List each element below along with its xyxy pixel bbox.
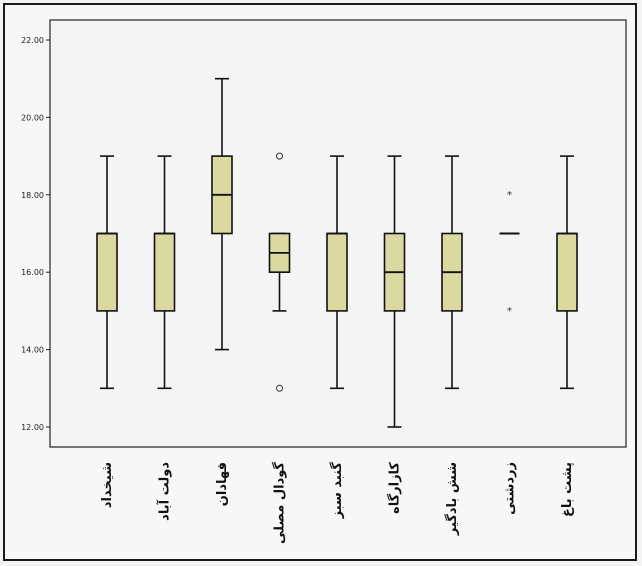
x-category-label: گنبد سبز: [329, 462, 345, 520]
outlier-point: *: [507, 190, 512, 201]
x-category-label: کازارگاه: [387, 462, 403, 514]
x-category-label: فهادان: [215, 462, 230, 506]
x-category-label: دولت آباد: [156, 462, 173, 521]
outlier-point: [276, 152, 283, 160]
box: [326, 232, 348, 312]
x-category-label: شش بادگیر: [444, 462, 460, 536]
box: [153, 232, 176, 312]
box: [556, 232, 578, 312]
y-tick-label: 22.00: [21, 36, 44, 45]
outlier-point: [276, 384, 283, 392]
y-tick-label: 16.00: [21, 268, 44, 277]
box: [96, 232, 118, 312]
y-tick-label: 18.00: [21, 191, 44, 200]
y-tick-label: 20.00: [21, 113, 44, 122]
x-category-label: گودال مصلی: [272, 462, 288, 544]
x-category-label: پشت باغ: [560, 462, 575, 517]
x-category-label: شیخداد: [100, 462, 115, 508]
y-tick-label: 12.00: [21, 423, 44, 432]
x-category-label: زردشتی: [503, 462, 518, 515]
outlier-point: *: [507, 306, 512, 317]
y-tick-label: 14.00: [21, 346, 44, 355]
